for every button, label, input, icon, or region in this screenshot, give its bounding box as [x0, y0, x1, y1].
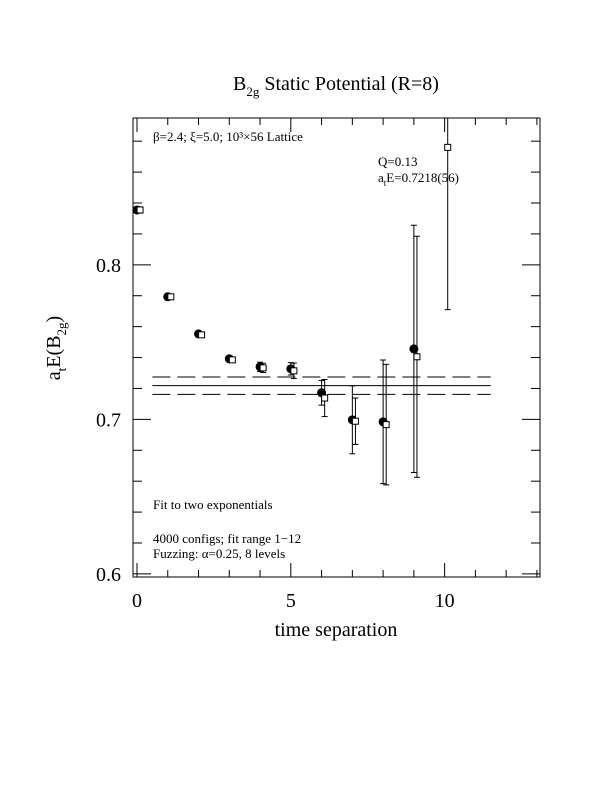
x-tick-label: 5 [286, 590, 296, 612]
point [409, 344, 419, 354]
annotation: Fuzzing: α=0.25, 8 levels [153, 546, 285, 561]
ylabel-part: ) [43, 316, 65, 323]
point [444, 143, 452, 151]
point [198, 331, 206, 339]
ylabel-sub: 2g [54, 322, 69, 336]
title-part: Static Potential (R=8) [259, 73, 439, 95]
x-axis-label: time separation [275, 619, 398, 641]
point [290, 367, 298, 375]
x-tick-label: 0 [132, 590, 142, 612]
ylabel-sub: t [54, 367, 69, 371]
annotation-part: E=0.7218(56) [386, 170, 459, 185]
x-tick-label: 10 [435, 590, 455, 612]
ylabel-part: a [43, 371, 65, 380]
point [321, 394, 329, 402]
y-tick-label: 0.8 [96, 255, 121, 277]
annotation: atE=0.7218(56) [378, 170, 459, 188]
point [167, 293, 175, 301]
point [259, 364, 267, 372]
annotation: β=2.4; ξ=5.0; 10³×56 Lattice [153, 129, 303, 144]
annotation: Fit to two exponentials [153, 497, 273, 512]
chart-title: B2g Static Potential (R=8) [233, 73, 439, 99]
point [413, 353, 421, 361]
annotation-part: a [378, 170, 384, 185]
annotation: 4000 configs; fit range 1−12 [153, 531, 301, 546]
point [228, 356, 236, 364]
ylabel-part: E(B [43, 335, 65, 367]
point [351, 417, 359, 425]
plot-area [133, 118, 491, 486]
plot-frame [132, 117, 541, 578]
title-part: B [233, 73, 246, 95]
point [136, 206, 144, 214]
y-axis-label: atE(B2g) [43, 316, 69, 380]
annotation-sub: t [384, 178, 387, 188]
y-tick-label: 0.7 [96, 409, 121, 431]
y-tick-label: 0.6 [96, 564, 121, 586]
point [382, 421, 390, 429]
annotation: Q=0.13 [378, 154, 417, 169]
title-sub: 2g [246, 84, 260, 99]
